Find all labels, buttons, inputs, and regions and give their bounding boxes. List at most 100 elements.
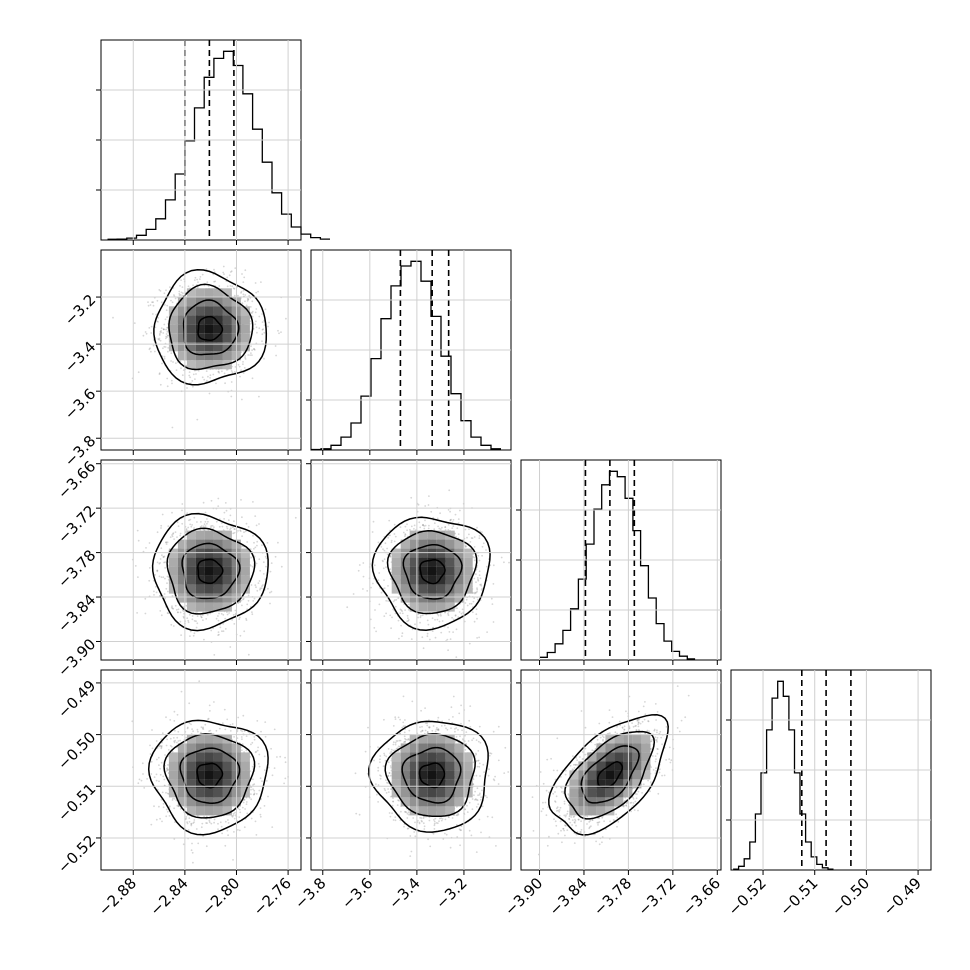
sample-point: [377, 579, 380, 582]
sample-point: [170, 299, 172, 302]
sample-point: [189, 635, 191, 637]
sample-point: [254, 546, 257, 549]
sample-point: [217, 371, 220, 373]
sample-point: [223, 273, 225, 275]
sample-point: [240, 290, 243, 293]
sample-point: [256, 540, 259, 543]
sample-point: [374, 609, 376, 611]
sample-point: [406, 523, 408, 526]
sample-point: [482, 542, 485, 545]
sample-point: [473, 620, 476, 623]
sample-point: [265, 565, 267, 568]
sample-point: [393, 599, 396, 602]
sample-point: [491, 603, 494, 605]
density-cell: [222, 324, 232, 334]
sample-point: [196, 521, 198, 523]
sample-point: [134, 565, 137, 567]
sample-point: [383, 579, 385, 581]
sample-point: [252, 348, 255, 351]
sample-point: [192, 284, 195, 287]
sample-point: [158, 575, 161, 578]
sample-point: [426, 635, 429, 638]
sample-point: [254, 515, 257, 517]
sample-point: [251, 354, 253, 356]
sample-point: [383, 587, 386, 590]
density-cell: [195, 351, 205, 361]
sample-point: [202, 501, 205, 504]
sample-point: [251, 377, 254, 380]
sample-point: [157, 317, 160, 319]
sample-point: [394, 535, 397, 538]
sample-point: [476, 526, 478, 529]
sample-point: [166, 336, 168, 339]
sample-point: [436, 517, 439, 520]
sample-point: [171, 605, 173, 608]
sample-point: [173, 294, 175, 296]
sample-point: [157, 320, 159, 323]
sample-point: [224, 628, 227, 630]
sample-point: [171, 511, 173, 514]
sample-point: [136, 529, 139, 532]
sample-point: [186, 387, 188, 389]
sample-point: [144, 597, 147, 600]
sample-point: [251, 613, 254, 616]
sample-point: [243, 630, 246, 633]
sample-point: [161, 513, 164, 516]
sample-point: [151, 301, 154, 304]
sample-point: [242, 289, 245, 292]
sample-point: [229, 646, 232, 648]
sample-point: [160, 614, 163, 617]
sample-point: [421, 524, 424, 526]
sample-point: [196, 278, 199, 281]
sample-point: [480, 584, 483, 587]
sample-point: [218, 371, 221, 374]
sample-point: [413, 524, 416, 527]
sample-point: [170, 360, 173, 362]
sample-point: [253, 547, 255, 550]
sample-point: [196, 615, 199, 617]
sample-point: [176, 521, 179, 524]
sample-point: [163, 345, 166, 348]
sample-point: [204, 511, 207, 514]
sample-point: [448, 631, 451, 633]
sample-point: [280, 565, 283, 568]
sample-point: [218, 285, 221, 287]
sample-point: [189, 630, 192, 633]
sample-point: [169, 536, 172, 539]
sample-point: [261, 544, 263, 547]
sample-point: [219, 626, 222, 629]
sample-point: [457, 518, 460, 520]
sample-point: [373, 564, 376, 567]
sample-point: [174, 531, 177, 533]
sample-point: [229, 285, 232, 287]
sample-point: [406, 620, 408, 623]
sample-point: [169, 286, 171, 288]
sample-point: [449, 510, 451, 513]
sample-point: [438, 527, 441, 530]
sample-point: [269, 602, 271, 605]
sample-point: [422, 647, 425, 650]
sample-point: [362, 588, 364, 590]
sample-point: [171, 382, 173, 385]
sample-point: [381, 559, 384, 562]
sample-point: [189, 376, 192, 379]
sample-point: [478, 570, 481, 573]
density-cell: [195, 306, 205, 316]
sample-point: [165, 333, 168, 335]
sample-point: [244, 300, 246, 303]
sample-point: [251, 611, 253, 613]
sample-point: [372, 582, 374, 585]
sample-point: [158, 337, 161, 340]
sample-point: [201, 376, 204, 379]
sample-point: [193, 632, 196, 635]
sample-point: [152, 301, 155, 304]
sample-point: [247, 653, 250, 656]
sample-point: [383, 549, 386, 552]
sample-point: [188, 374, 191, 377]
sample-point: [256, 589, 259, 592]
sample-point: [170, 352, 173, 355]
sample-point: [427, 623, 430, 626]
sample-point: [440, 631, 443, 634]
sample-point: [373, 627, 376, 629]
sample-point: [172, 625, 175, 627]
